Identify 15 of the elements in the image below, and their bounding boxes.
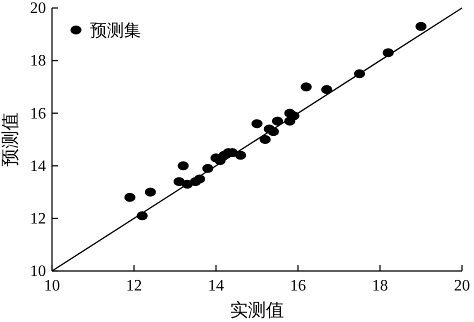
y-axis-title: 预测值 bbox=[0, 112, 20, 166]
x-tick-label: 18 bbox=[372, 277, 388, 294]
x-tick-label: 20 bbox=[454, 277, 470, 294]
x-axis-title: 实测值 bbox=[230, 300, 284, 320]
x-tick-label: 14 bbox=[208, 277, 224, 294]
y-tick-label: 18 bbox=[30, 52, 46, 70]
y-tick-label: 20 bbox=[30, 0, 46, 18]
y-tick-label: 14 bbox=[30, 158, 46, 175]
x-tick-label: 16 bbox=[290, 277, 306, 294]
y-tick-label: 10 bbox=[30, 263, 46, 280]
x-tick-label: 12 bbox=[126, 277, 142, 294]
y-tick-label: 12 bbox=[30, 210, 46, 228]
y-tick-label: 16 bbox=[30, 105, 46, 122]
x-tick-label: 10 bbox=[44, 277, 60, 294]
legend-label: 预测集 bbox=[90, 21, 141, 40]
